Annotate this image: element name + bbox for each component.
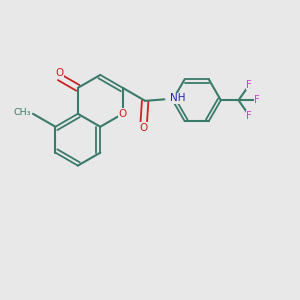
Text: O: O <box>140 123 148 133</box>
Text: NH: NH <box>169 94 185 103</box>
Text: O: O <box>56 68 64 78</box>
Text: CH₃: CH₃ <box>13 108 31 117</box>
Text: F: F <box>246 111 252 121</box>
Text: F: F <box>246 80 252 90</box>
Text: F: F <box>254 95 260 105</box>
Text: O: O <box>118 109 127 119</box>
